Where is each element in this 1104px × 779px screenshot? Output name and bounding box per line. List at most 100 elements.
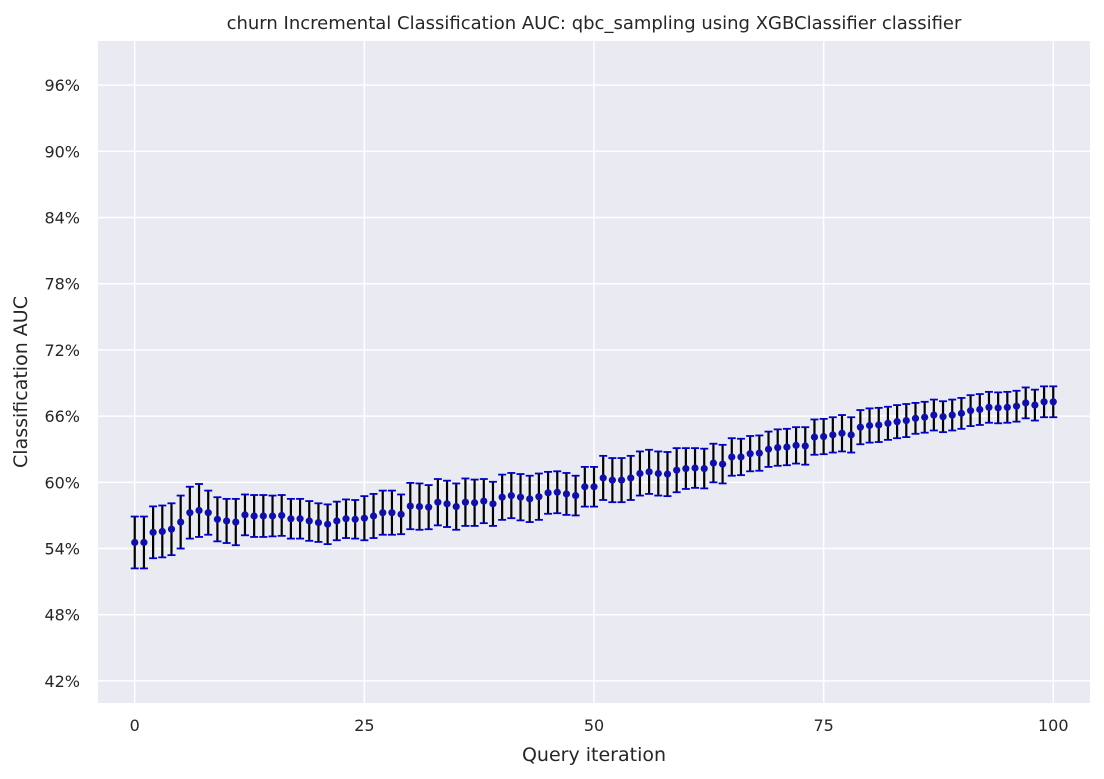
data-point	[507, 491, 515, 500]
data-point	[783, 443, 791, 451]
data-point	[278, 511, 286, 520]
data-point	[1049, 398, 1057, 406]
y-tick-label: 84%	[44, 209, 80, 228]
data-point	[820, 432, 828, 441]
y-axis-label: Classification AUC	[10, 296, 32, 468]
data-point	[498, 493, 506, 501]
data-point	[939, 413, 947, 421]
data-point	[957, 409, 966, 417]
x-tick-labels: 0 25 50 75 100	[130, 716, 1069, 735]
data-point	[700, 464, 708, 473]
data-point	[985, 403, 993, 411]
data-point	[1040, 398, 1048, 406]
data-point	[480, 497, 488, 505]
data-point	[581, 483, 589, 491]
data-point	[829, 431, 837, 439]
y-tick-label: 60%	[44, 473, 80, 492]
data-point	[268, 512, 277, 520]
data-point	[654, 469, 662, 478]
data-point	[305, 517, 313, 525]
y-tick-label: 42%	[44, 672, 80, 691]
data-point	[241, 511, 249, 519]
data-point	[930, 411, 938, 419]
data-point	[369, 512, 378, 520]
data-point	[425, 503, 433, 511]
data-point	[902, 416, 910, 425]
data-point	[351, 515, 359, 523]
data-point	[663, 470, 672, 478]
data-point	[562, 490, 571, 498]
data-point	[452, 503, 460, 511]
data-point	[434, 498, 442, 506]
data-point	[324, 520, 332, 528]
data-point	[884, 419, 892, 427]
data-point	[617, 476, 626, 484]
data-point	[728, 453, 736, 461]
data-point	[526, 495, 534, 503]
data-point	[627, 474, 635, 482]
data-point	[397, 510, 405, 518]
chart-title: churn Incremental Classification AUC: qb…	[227, 13, 962, 34]
data-point	[232, 518, 240, 526]
data-point	[140, 538, 148, 547]
x-axis-label: Query iteration	[522, 744, 666, 766]
data-point	[599, 474, 607, 482]
data-point	[388, 509, 396, 517]
data-point	[673, 466, 681, 474]
data-point	[645, 468, 653, 476]
x-tick-label: 0	[130, 716, 140, 735]
y-tick-label: 54%	[44, 540, 80, 559]
data-point	[222, 517, 231, 525]
data-point	[195, 506, 203, 515]
y-tick-label: 78%	[44, 275, 80, 294]
data-point	[204, 509, 212, 517]
data-point	[875, 421, 883, 429]
data-point	[709, 459, 718, 467]
grid-lines	[98, 41, 1090, 703]
data-point	[801, 442, 809, 450]
data-point	[838, 429, 846, 437]
data-point	[296, 515, 304, 523]
data-points	[131, 398, 1057, 547]
data-point	[167, 525, 176, 533]
data-point	[847, 431, 855, 439]
data-point	[259, 512, 267, 520]
data-point	[608, 476, 616, 484]
x-tick-label: 100	[1038, 716, 1069, 735]
data-point	[792, 441, 800, 449]
data-point	[691, 464, 699, 472]
data-point	[1031, 401, 1039, 409]
data-point	[755, 449, 763, 457]
data-point	[516, 493, 525, 501]
data-point	[470, 499, 479, 507]
data-point	[406, 502, 414, 510]
data-point	[443, 500, 451, 508]
data-point	[1022, 399, 1030, 407]
data-point	[553, 488, 561, 496]
data-point	[994, 404, 1002, 412]
y-tick-label: 90%	[44, 142, 80, 161]
data-point	[535, 493, 543, 501]
data-point	[746, 450, 754, 458]
data-point	[682, 464, 690, 473]
data-point	[360, 514, 368, 522]
data-point	[810, 433, 819, 441]
data-point	[948, 411, 956, 419]
y-tick-label: 48%	[44, 606, 80, 625]
data-point	[976, 405, 984, 414]
y-tick-label: 96%	[44, 76, 80, 95]
data-point	[764, 445, 773, 453]
data-point	[544, 489, 552, 497]
data-point	[250, 512, 258, 520]
data-point	[966, 407, 975, 415]
data-point	[489, 500, 497, 508]
data-point	[893, 418, 901, 426]
x-tick-label: 75	[813, 716, 833, 735]
data-point	[856, 423, 864, 431]
data-point	[911, 414, 920, 422]
data-point	[590, 483, 598, 491]
y-tick-labels: 42% 48% 54% 60% 66% 72% 78% 84% 90% 96%	[44, 76, 80, 691]
data-point	[461, 498, 470, 506]
x-tick-label: 25	[354, 716, 374, 735]
